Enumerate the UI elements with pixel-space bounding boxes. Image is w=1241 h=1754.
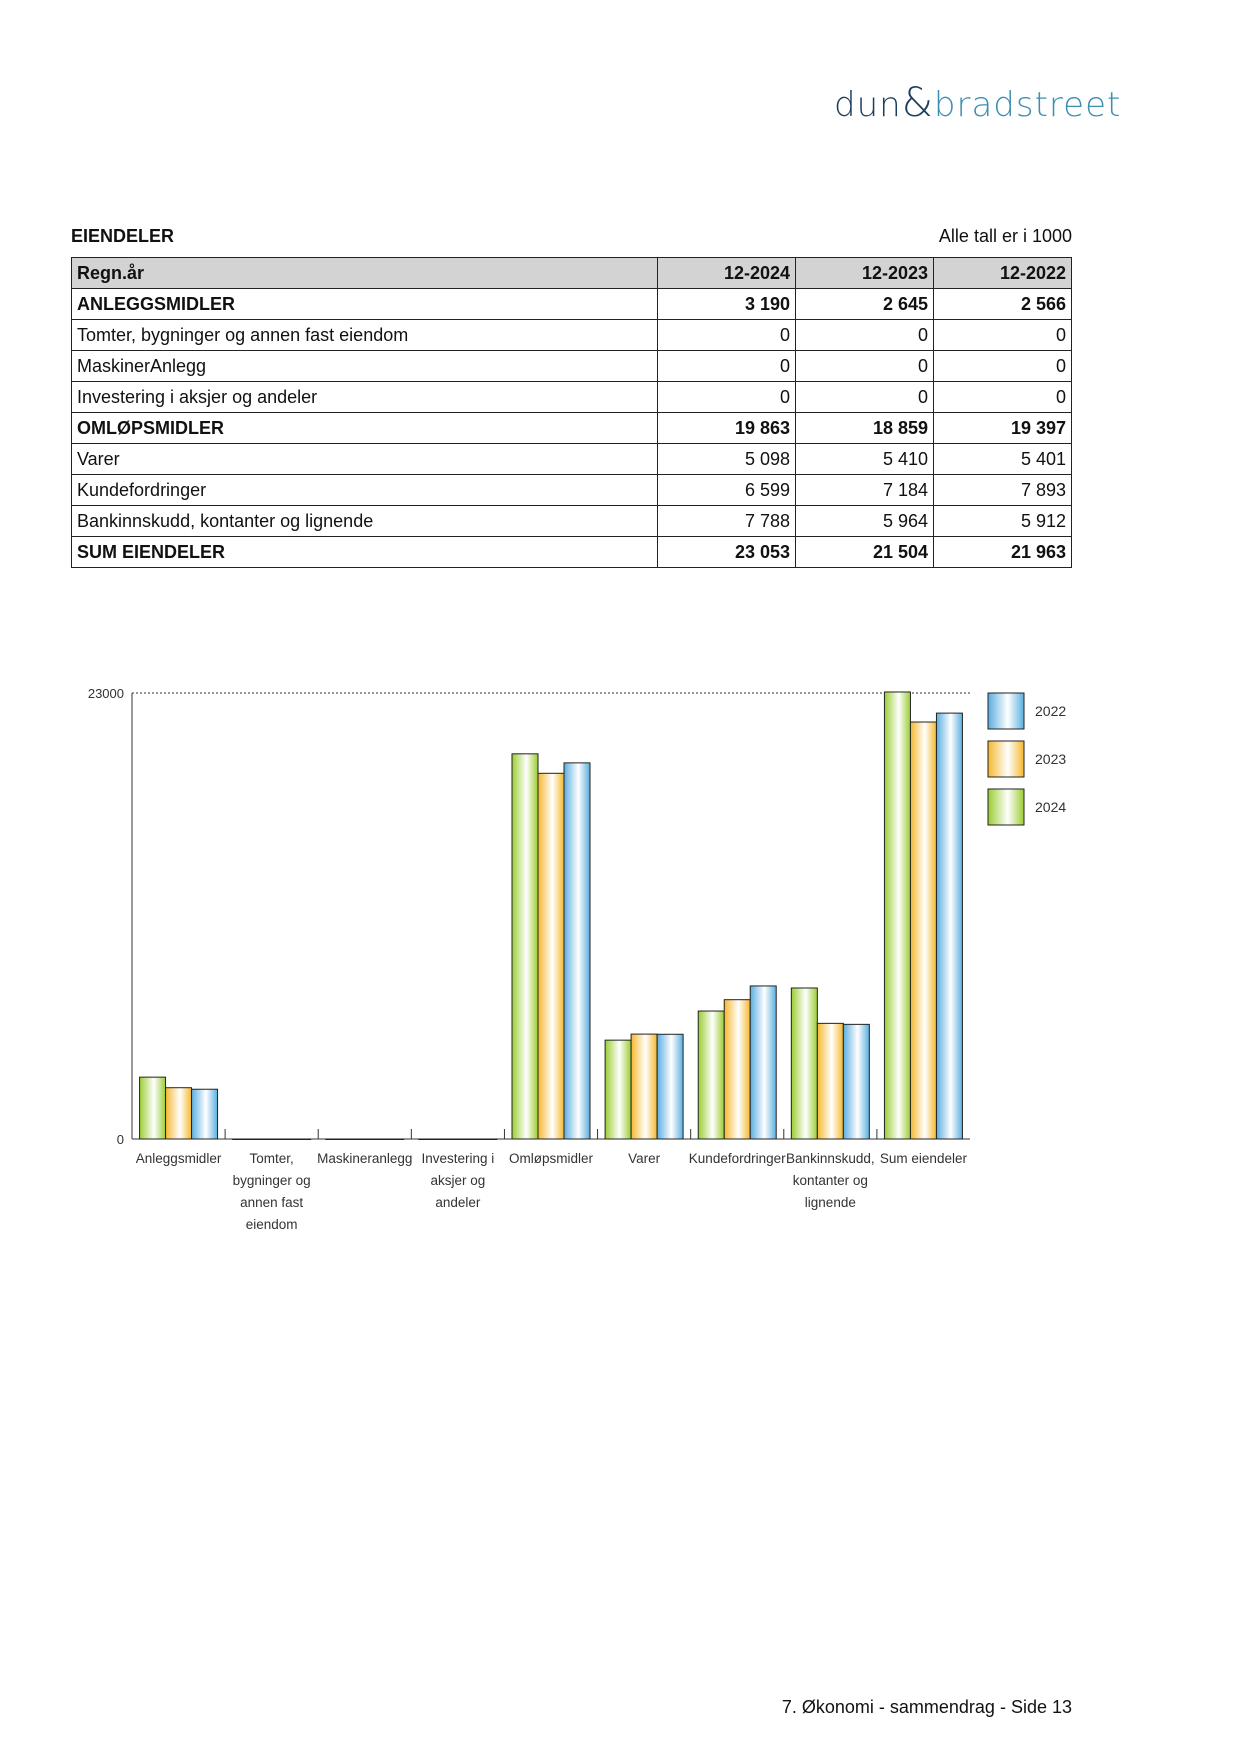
table-row: MaskinerAnlegg 0 0 0	[71, 350, 1072, 382]
bar-2022	[842, 1023, 870, 1140]
cell-value: 7 893	[933, 474, 1072, 506]
category-label: aksjer og	[430, 1173, 485, 1188]
category-label: annen fast	[240, 1195, 303, 1210]
cell-value: 2 566	[933, 288, 1072, 320]
row-label: Investering i aksjer og andeler	[71, 381, 658, 413]
bar-2024	[418, 1138, 446, 1140]
unit-note: Alle tall er i 1000	[938, 226, 1072, 246]
bar-2022	[935, 712, 963, 1140]
bar-2023	[258, 1138, 286, 1140]
category-label: Tomter,	[250, 1151, 294, 1166]
cell-value: 21 963	[933, 536, 1072, 568]
category-label: bygninger og	[233, 1173, 311, 1188]
bar-2023	[630, 1033, 658, 1140]
bar-2024	[511, 753, 539, 1140]
legend-swatch-2024	[987, 788, 1025, 826]
bar-2023	[537, 772, 565, 1140]
row-label: Tomter, bygninger og annen fast eiendom	[71, 319, 658, 351]
logo-part2: bradstreet	[933, 85, 1122, 125]
row-label: SUM EIENDELER	[71, 536, 658, 568]
assets-bar-chart: 0 23000 Anleggsmidler Tomter, bygninger og an…	[88, 686, 1067, 1232]
bar-2023	[816, 1022, 844, 1140]
y-tick-label: 23000	[88, 686, 124, 701]
bar-2022	[749, 985, 777, 1140]
category-label: Omløpsmidler	[509, 1151, 594, 1166]
bar-2023	[444, 1138, 472, 1140]
legend-label: 2022	[1035, 703, 1066, 719]
category-label: Anleggsmidler	[136, 1151, 222, 1166]
cell-value: 19 397	[933, 412, 1072, 444]
row-label: MaskinerAnlegg	[71, 350, 658, 382]
bar-2022	[191, 1088, 219, 1140]
bar-2023	[165, 1087, 193, 1140]
section-title: EIENDELER	[71, 226, 175, 246]
legend-swatch-2023	[987, 740, 1025, 778]
category-label: lignende	[805, 1195, 856, 1210]
bar-2024	[139, 1076, 167, 1140]
dun-bradstreet-logo: dun&bradstreet	[834, 80, 1121, 126]
column-header: Regn.år	[71, 257, 658, 289]
legend-swatch-2022	[987, 692, 1025, 730]
bar-2022	[563, 762, 591, 1140]
bar-2024	[790, 987, 818, 1140]
legend-label: 2024	[1035, 799, 1066, 815]
table-row: ANLEGGSMIDLER 3 190 2 645 2 566	[71, 288, 1072, 320]
bar-2024	[325, 1138, 353, 1140]
row-label: ANLEGGSMIDLER	[71, 288, 658, 320]
cell-value: 3 190	[657, 288, 796, 320]
logo-part1: dun	[834, 85, 902, 125]
bar-2022	[284, 1138, 312, 1140]
bar-2023	[909, 721, 937, 1140]
category-label: andeler	[435, 1195, 481, 1210]
column-header: 12-2024	[657, 257, 796, 289]
table-row: Varer 5 098 5 410 5 401	[71, 443, 1072, 475]
category-label: Kundefordringer	[689, 1151, 786, 1166]
bar-2024	[883, 691, 911, 1140]
cell-value: 0	[795, 350, 934, 382]
legend-label: 2023	[1035, 751, 1066, 767]
cell-value: 0	[933, 319, 1072, 351]
bar-2022	[656, 1033, 684, 1140]
table-row: SUM EIENDELER 23 053 21 504 21 963	[71, 536, 1072, 568]
bar-2024	[232, 1138, 260, 1140]
category-label: Maskineranlegg	[317, 1151, 412, 1166]
cell-value: 18 859	[795, 412, 934, 444]
logo-amp: &	[901, 80, 934, 126]
row-label: Varer	[71, 443, 658, 475]
category-label: Investering i	[421, 1151, 494, 1166]
column-header: 12-2023	[795, 257, 934, 289]
category-label: Varer	[628, 1151, 661, 1166]
cell-value: 7 184	[795, 474, 934, 506]
category-label: eiendom	[246, 1217, 298, 1232]
table-row: Kundefordringer 6 599 7 184 7 893	[71, 474, 1072, 506]
bar-2022	[470, 1138, 498, 1140]
column-header: 12-2022	[933, 257, 1072, 289]
bar-2023	[351, 1138, 379, 1140]
table-row: Tomter, bygninger og annen fast eiendom 0…	[71, 319, 1072, 351]
y-tick-label: 0	[117, 1132, 124, 1147]
cell-value: 23 053	[657, 536, 796, 568]
cell-value: 7 788	[657, 505, 796, 537]
page-footer: 7. Økonomi - sammendrag - Side 13	[781, 1697, 1072, 1717]
bar-2024	[697, 1010, 725, 1140]
category-label: Sum eiendeler	[880, 1151, 968, 1166]
cell-value: 19 863	[657, 412, 796, 444]
row-label: Kundefordringer	[71, 474, 658, 506]
category-label: Bankinnskudd,	[786, 1151, 875, 1166]
table-row: OMLØPSMIDLER 19 863 18 859 19 397	[71, 412, 1072, 444]
table-header-row: Regn.år 12-2024 12-2023 12-2022	[71, 257, 1072, 289]
cell-value: 21 504	[795, 536, 934, 568]
assets-table: Regn.år 12-2024 12-2023 12-2022 ANLEGGSMIDLE…	[71, 257, 1072, 568]
row-label: OMLØPSMIDLER	[71, 412, 658, 444]
bar-2022	[377, 1138, 405, 1140]
category-label: kontanter og	[793, 1173, 868, 1188]
bar-2023	[723, 999, 751, 1140]
cell-value: 6 599	[657, 474, 796, 506]
bar-2024	[604, 1039, 632, 1140]
